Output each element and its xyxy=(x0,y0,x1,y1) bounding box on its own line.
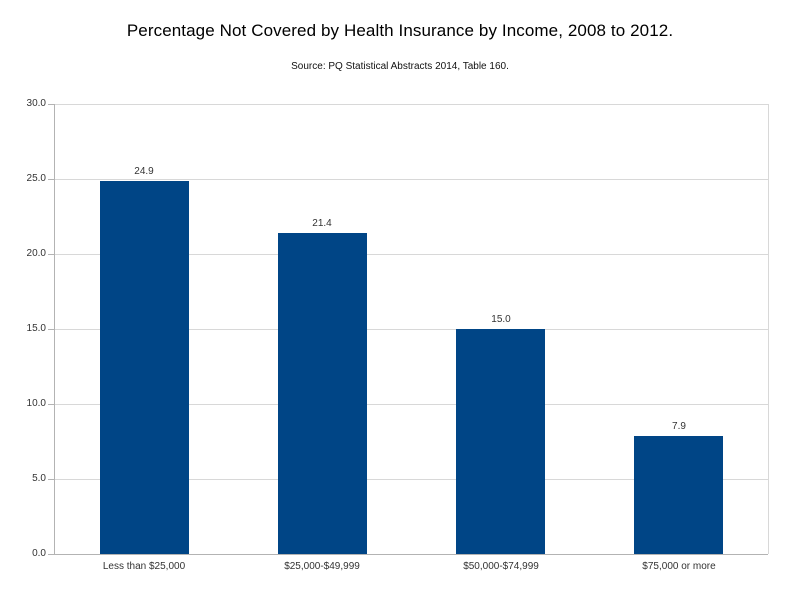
y-axis-tick xyxy=(48,479,55,480)
y-axis-tick-label: 20.0 xyxy=(26,248,46,259)
y-axis-tick-label: 0.0 xyxy=(32,548,46,559)
y-axis-tick-label: 15.0 xyxy=(26,323,46,334)
bar-value-label: 15.0 xyxy=(491,314,511,325)
x-axis-label: Less than $25,000 xyxy=(102,561,186,572)
chart-title: Percentage Not Covered by Health Insuran… xyxy=(126,21,674,40)
gridline xyxy=(55,404,768,405)
y-axis-tick xyxy=(48,404,55,405)
gridline xyxy=(55,329,768,330)
gridline xyxy=(55,179,768,180)
gridline xyxy=(55,479,768,480)
chart-source-subtitle: Source: PQ Statistical Abstracts 2014, T… xyxy=(291,61,509,72)
y-axis-tick-label: 5.0 xyxy=(32,473,46,484)
gridline xyxy=(55,254,768,255)
gridline xyxy=(55,104,768,105)
y-axis-tick-label: 30.0 xyxy=(26,98,46,109)
y-axis-tick-label: 25.0 xyxy=(26,173,46,184)
y-axis-tick xyxy=(48,329,55,330)
plot-border-right xyxy=(768,104,769,554)
bar-value-label: 21.4 xyxy=(312,218,332,229)
bar-value-label: 24.9 xyxy=(134,166,154,177)
x-axis-line xyxy=(54,554,768,555)
y-axis-tick xyxy=(48,254,55,255)
y-axis-tick xyxy=(48,104,55,105)
y-axis-tick-label: 10.0 xyxy=(26,398,46,409)
bar-value-label: 7.9 xyxy=(672,421,686,432)
x-axis-label: $25,000-$49,999 xyxy=(284,561,360,572)
bar xyxy=(100,181,189,554)
bar xyxy=(634,436,723,554)
y-axis-line xyxy=(54,104,55,555)
bar xyxy=(278,233,367,554)
x-axis-label: $50,000-$74,999 xyxy=(463,561,539,572)
y-axis-tick xyxy=(48,179,55,180)
bar xyxy=(456,329,545,554)
x-axis-label: $75,000 or more xyxy=(642,561,716,572)
y-axis-tick xyxy=(48,554,55,555)
